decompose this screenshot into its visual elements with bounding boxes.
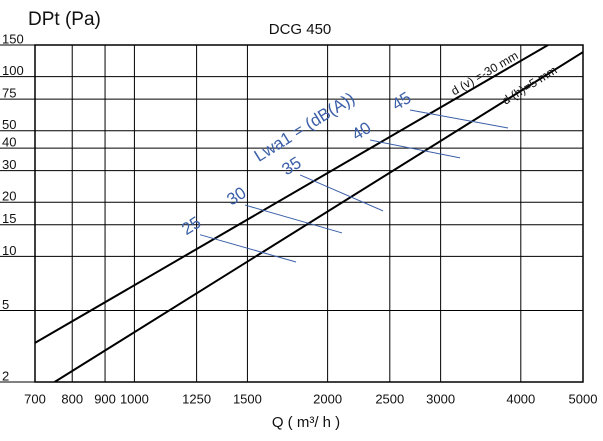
x-tick-label: 1500 [233,391,262,406]
y-tick-label: 150 [2,31,24,46]
y-tick-label: 15 [2,211,16,226]
x-tick-label: 2500 [375,391,404,406]
y-tick-label: 5 [2,297,9,312]
y-tick-label: 75 [2,86,16,101]
x-tick-label: 800 [61,391,83,406]
y-tick-label: 2 [2,368,9,383]
sound-line [409,109,509,129]
sound-line [299,174,384,212]
x-tick-label: 900 [94,391,116,406]
y-tick-label: 20 [2,189,16,204]
x-tick-label: 1250 [182,391,211,406]
x-tick-label: 700 [24,391,46,406]
x-axis-label: Q ( m³/ h ) [272,414,340,431]
x-tick-label: 1000 [120,391,149,406]
sound-title: Lwa1 = (dB(A)) [251,89,358,166]
x-tick-label: 2000 [313,391,342,406]
sound-line [199,234,297,263]
y-axis-label: DPt (Pa) [28,9,101,30]
x-tick-label: 3000 [426,391,455,406]
series-line [54,51,583,382]
sound-line [369,139,461,159]
y-tick-label: 50 [2,117,16,132]
x-tick-label: 5000 [569,391,598,406]
legend-label: d (h)=5 mm [500,63,560,108]
series-line [34,45,549,344]
y-tick-label: 30 [2,157,16,172]
chart-title: DCG 450 [269,21,332,38]
y-tick-label: 40 [2,135,16,150]
y-tick-label: 100 [2,63,24,78]
x-tick-label: 4000 [506,391,535,406]
y-tick-label: 10 [2,243,16,258]
sound-line [244,204,343,234]
plot-frame [34,44,584,383]
